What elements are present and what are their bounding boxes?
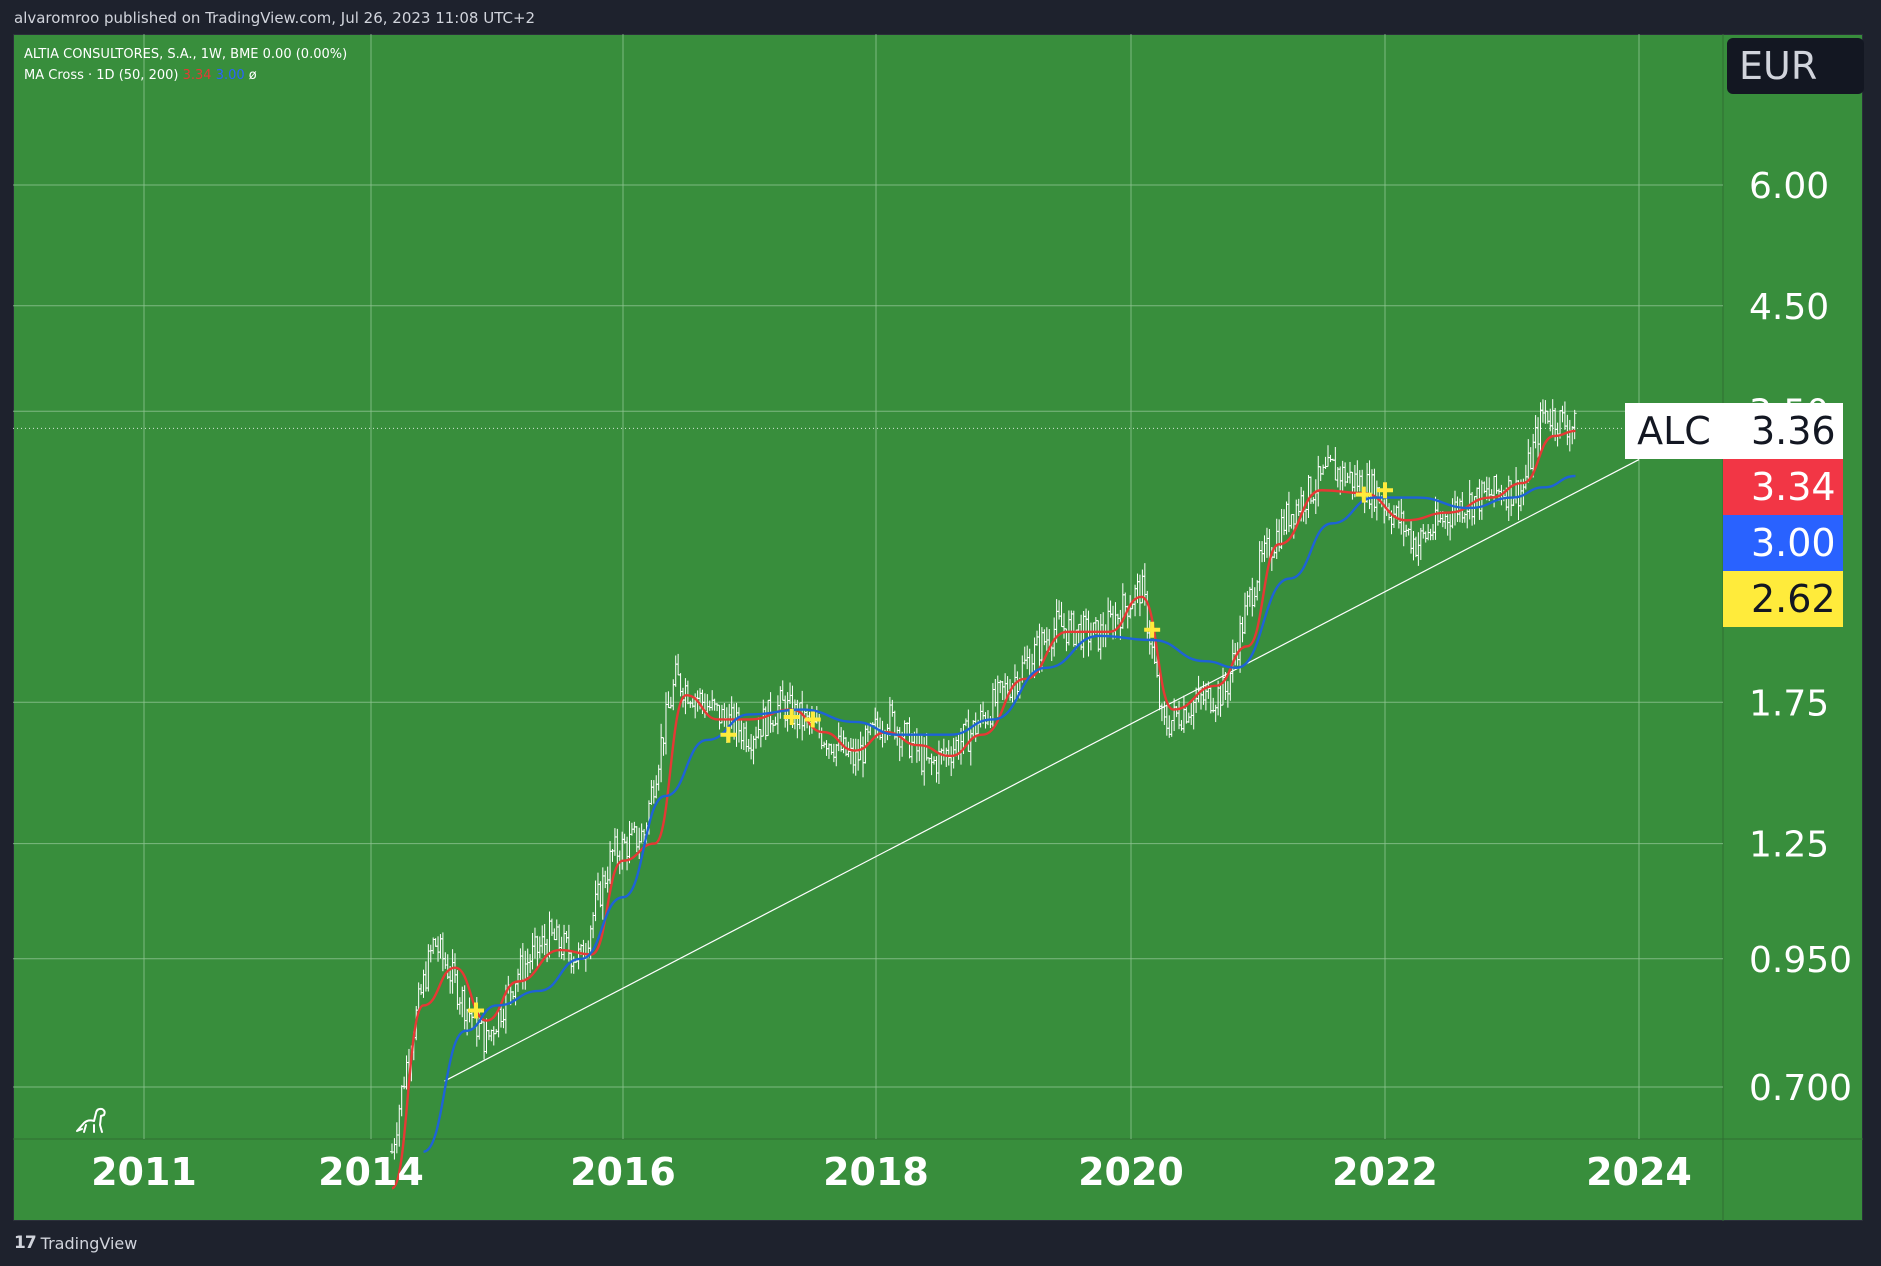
indicator-slow-value: 3.00 [215, 68, 245, 83]
trendline [444, 459, 1640, 1082]
ma-slow-line [423, 474, 1576, 1153]
published-header: alvaromroo published on TradingView.com,… [14, 9, 536, 27]
cross-marker [1355, 486, 1372, 503]
y-tick-label: 6.00 [1749, 166, 1829, 207]
cross-markers [468, 482, 1393, 1019]
y-tick-label: 0.700 [1749, 1068, 1852, 1109]
cross-marker [804, 711, 821, 728]
x-tick-label: 2011 [91, 1150, 197, 1194]
x-tick-label: 2022 [1332, 1150, 1438, 1194]
axes: 20112014201620182020202220246.004.503.50… [91, 166, 1852, 1194]
y-tick-label: 1.25 [1749, 825, 1829, 866]
footer: 17 TradingView [0, 1221, 1881, 1266]
y-tick-label: 1.75 [1749, 683, 1829, 724]
price-bars [390, 399, 1577, 1160]
tradingview-logo-icon: 17 [14, 1233, 37, 1253]
indicator-extra: ø [248, 68, 257, 83]
trendline-price-tag: 2.62 [1723, 571, 1843, 627]
tradingview-logo[interactable]: 17 TradingView [14, 1221, 137, 1266]
x-tick-label: 2016 [570, 1150, 676, 1194]
legend-symbol-line[interactable]: ALTIA CONSULTORES, S.A., 1W, BME 0.00 (0… [24, 47, 348, 62]
ma-slow-price-tag: 3.00 [1723, 515, 1843, 571]
last-price-tag: 3.36 [1723, 403, 1843, 459]
ma-fast-price-tag: 3.34 [1723, 459, 1843, 515]
dino-icon[interactable] [74, 1105, 108, 1135]
x-tick-label: 2014 [318, 1150, 424, 1194]
ticker-label: ALC [1625, 403, 1723, 459]
currency-button[interactable]: EUR [1727, 38, 1864, 94]
cross-marker [783, 708, 800, 725]
chart-plot[interactable]: 20112014201620182020202220246.004.503.50… [13, 34, 1863, 1221]
x-tick-label: 2024 [1586, 1150, 1692, 1194]
cross-marker [1377, 482, 1393, 499]
legend-indicator-line[interactable]: MA Cross · 1D (50, 200) 3.34 3.00 ø [24, 65, 347, 86]
ma-fast-line [390, 429, 1576, 1190]
trendline-segment [444, 459, 1640, 1082]
indicator-fast-value: 3.34 [182, 68, 212, 83]
y-tick-label: 4.50 [1749, 287, 1829, 328]
chart-legend: ALTIA CONSULTORES, S.A., 1W, BME 0.00 (0… [24, 44, 347, 86]
indicator-name: MA Cross · 1D (50, 200) [24, 68, 179, 83]
x-tick-label: 2018 [823, 1150, 929, 1194]
moving-averages [390, 429, 1576, 1190]
tradingview-brand: TradingView [40, 1234, 138, 1253]
chart-area[interactable] [13, 34, 1863, 1221]
cross-marker [1144, 621, 1161, 638]
cross-marker [720, 726, 737, 743]
grid [13, 34, 1863, 1221]
cross-marker [468, 1002, 484, 1019]
x-tick-label: 2020 [1078, 1150, 1184, 1194]
y-tick-label: 0.950 [1749, 940, 1852, 981]
